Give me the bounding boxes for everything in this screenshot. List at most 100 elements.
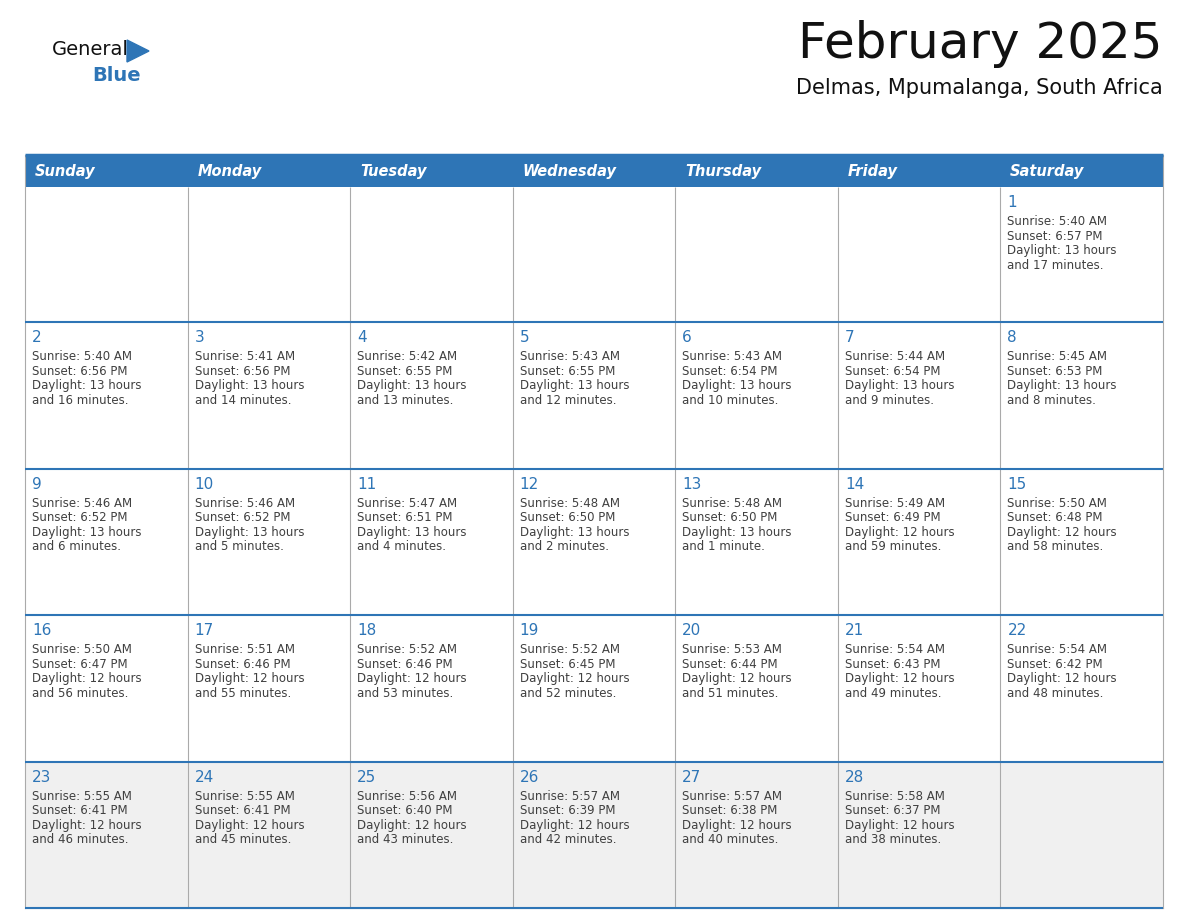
Bar xyxy=(513,322,675,468)
Text: Daylight: 13 hours: Daylight: 13 hours xyxy=(519,525,630,539)
Bar xyxy=(350,615,513,762)
Text: Sunrise: 5:54 AM: Sunrise: 5:54 AM xyxy=(845,643,944,656)
Text: and 8 minutes.: and 8 minutes. xyxy=(1007,394,1097,407)
Text: 15: 15 xyxy=(1007,476,1026,491)
Text: Daylight: 12 hours: Daylight: 12 hours xyxy=(32,672,141,685)
Text: Daylight: 13 hours: Daylight: 13 hours xyxy=(519,379,630,392)
Text: and 1 minute.: and 1 minute. xyxy=(682,540,765,553)
Text: Sunrise: 5:54 AM: Sunrise: 5:54 AM xyxy=(1007,643,1107,656)
Text: Sunrise: 5:45 AM: Sunrise: 5:45 AM xyxy=(1007,350,1107,363)
Text: Sunrise: 5:53 AM: Sunrise: 5:53 AM xyxy=(682,643,782,656)
Text: Sunrise: 5:51 AM: Sunrise: 5:51 AM xyxy=(195,643,295,656)
Text: and 56 minutes.: and 56 minutes. xyxy=(32,687,128,700)
Text: Daylight: 12 hours: Daylight: 12 hours xyxy=(682,672,792,685)
Text: Sunrise: 5:44 AM: Sunrise: 5:44 AM xyxy=(845,350,944,363)
Text: 14: 14 xyxy=(845,476,864,491)
Text: 1: 1 xyxy=(1007,195,1017,210)
Text: 23: 23 xyxy=(32,769,51,785)
Text: Sunrise: 5:55 AM: Sunrise: 5:55 AM xyxy=(32,789,132,802)
Text: Sunrise: 5:58 AM: Sunrise: 5:58 AM xyxy=(845,789,944,802)
Text: and 13 minutes.: and 13 minutes. xyxy=(358,394,454,407)
Text: and 53 minutes.: and 53 minutes. xyxy=(358,687,454,700)
Text: 12: 12 xyxy=(519,476,539,491)
Bar xyxy=(838,762,1000,908)
Text: Sunset: 6:55 PM: Sunset: 6:55 PM xyxy=(519,364,615,377)
Text: and 17 minutes.: and 17 minutes. xyxy=(1007,259,1104,272)
Text: Sunrise: 5:57 AM: Sunrise: 5:57 AM xyxy=(519,789,620,802)
Text: 10: 10 xyxy=(195,476,214,491)
Text: Sunset: 6:57 PM: Sunset: 6:57 PM xyxy=(1007,230,1102,242)
Text: Wednesday: Wednesday xyxy=(523,163,617,178)
Text: and 38 minutes.: and 38 minutes. xyxy=(845,833,941,846)
Text: 28: 28 xyxy=(845,769,864,785)
Bar xyxy=(675,468,838,615)
Bar xyxy=(513,615,675,762)
Text: Sunset: 6:55 PM: Sunset: 6:55 PM xyxy=(358,364,453,377)
Text: Sunrise: 5:49 AM: Sunrise: 5:49 AM xyxy=(845,497,944,509)
Text: Sunset: 6:56 PM: Sunset: 6:56 PM xyxy=(195,364,290,377)
Text: Sunrise: 5:42 AM: Sunrise: 5:42 AM xyxy=(358,350,457,363)
Text: Sunset: 6:50 PM: Sunset: 6:50 PM xyxy=(682,511,778,524)
Text: 18: 18 xyxy=(358,623,377,638)
Text: 7: 7 xyxy=(845,330,854,345)
Text: Sunset: 6:52 PM: Sunset: 6:52 PM xyxy=(32,511,127,524)
Text: 17: 17 xyxy=(195,623,214,638)
Text: Sunset: 6:43 PM: Sunset: 6:43 PM xyxy=(845,657,941,670)
Text: Delmas, Mpumalanga, South Africa: Delmas, Mpumalanga, South Africa xyxy=(796,78,1163,98)
Text: Sunset: 6:48 PM: Sunset: 6:48 PM xyxy=(1007,511,1102,524)
Text: Daylight: 13 hours: Daylight: 13 hours xyxy=(358,379,467,392)
Text: 3: 3 xyxy=(195,330,204,345)
Bar xyxy=(350,468,513,615)
Text: 11: 11 xyxy=(358,476,377,491)
Text: Daylight: 12 hours: Daylight: 12 hours xyxy=(195,672,304,685)
Text: and 10 minutes.: and 10 minutes. xyxy=(682,394,778,407)
Text: Sunrise: 5:55 AM: Sunrise: 5:55 AM xyxy=(195,789,295,802)
Text: 13: 13 xyxy=(682,476,702,491)
Text: Sunset: 6:39 PM: Sunset: 6:39 PM xyxy=(519,804,615,817)
Text: 25: 25 xyxy=(358,769,377,785)
Text: 5: 5 xyxy=(519,330,530,345)
Text: Sunset: 6:47 PM: Sunset: 6:47 PM xyxy=(32,657,127,670)
Bar xyxy=(25,187,188,322)
Bar xyxy=(25,762,188,908)
Text: and 46 minutes.: and 46 minutes. xyxy=(32,833,128,846)
Bar xyxy=(675,615,838,762)
Bar xyxy=(25,468,188,615)
Text: and 49 minutes.: and 49 minutes. xyxy=(845,687,941,700)
Text: Blue: Blue xyxy=(91,66,140,85)
Text: 8: 8 xyxy=(1007,330,1017,345)
Bar xyxy=(1000,468,1163,615)
Text: and 6 minutes.: and 6 minutes. xyxy=(32,540,121,553)
Text: Daylight: 12 hours: Daylight: 12 hours xyxy=(519,819,630,832)
Bar xyxy=(25,615,188,762)
Text: Sunrise: 5:57 AM: Sunrise: 5:57 AM xyxy=(682,789,782,802)
Text: 22: 22 xyxy=(1007,623,1026,638)
Text: Sunrise: 5:50 AM: Sunrise: 5:50 AM xyxy=(1007,497,1107,509)
Polygon shape xyxy=(127,40,148,62)
Text: Daylight: 12 hours: Daylight: 12 hours xyxy=(519,672,630,685)
Text: Daylight: 13 hours: Daylight: 13 hours xyxy=(32,379,141,392)
Bar xyxy=(188,322,350,468)
Bar xyxy=(838,468,1000,615)
Bar xyxy=(513,187,675,322)
Text: Sunset: 6:40 PM: Sunset: 6:40 PM xyxy=(358,804,453,817)
Text: and 51 minutes.: and 51 minutes. xyxy=(682,687,778,700)
Text: General: General xyxy=(52,40,128,59)
Text: and 59 minutes.: and 59 minutes. xyxy=(845,540,941,553)
Text: and 52 minutes.: and 52 minutes. xyxy=(519,687,617,700)
Text: 20: 20 xyxy=(682,623,702,638)
Text: Sunset: 6:51 PM: Sunset: 6:51 PM xyxy=(358,511,453,524)
Text: Sunset: 6:50 PM: Sunset: 6:50 PM xyxy=(519,511,615,524)
Text: Sunrise: 5:48 AM: Sunrise: 5:48 AM xyxy=(682,497,782,509)
Text: 4: 4 xyxy=(358,330,367,345)
Text: Daylight: 13 hours: Daylight: 13 hours xyxy=(682,525,791,539)
Bar xyxy=(838,322,1000,468)
Text: Daylight: 12 hours: Daylight: 12 hours xyxy=(358,819,467,832)
Text: Daylight: 12 hours: Daylight: 12 hours xyxy=(32,819,141,832)
Text: Sunrise: 5:50 AM: Sunrise: 5:50 AM xyxy=(32,643,132,656)
Text: 2: 2 xyxy=(32,330,42,345)
Text: 16: 16 xyxy=(32,623,51,638)
Text: Sunset: 6:44 PM: Sunset: 6:44 PM xyxy=(682,657,778,670)
Text: Sunset: 6:37 PM: Sunset: 6:37 PM xyxy=(845,804,941,817)
Text: Sunset: 6:45 PM: Sunset: 6:45 PM xyxy=(519,657,615,670)
